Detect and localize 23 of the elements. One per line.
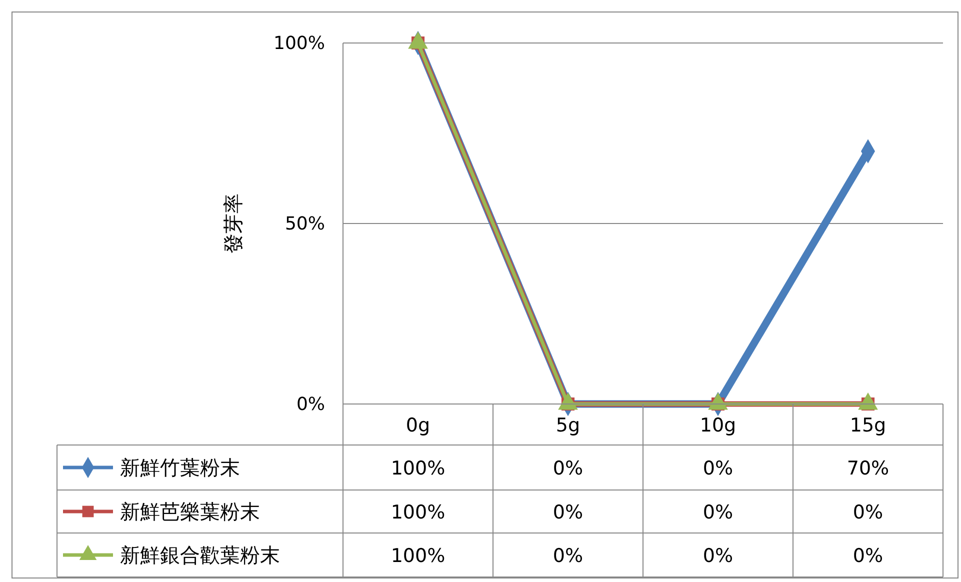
y-tick-label: 0% [296,394,325,415]
legend-label: 新鮮竹葉粉末 [120,456,240,480]
x-tick-label: 10g [700,414,736,436]
data-label: 0% [552,458,584,480]
data-label: 0% [702,545,734,567]
y-axis-title: 發芽率 [221,194,245,254]
legend-label: 新鮮芭樂葉粉末 [120,500,260,524]
data-label: 0% [702,458,734,480]
y-tick-label: 100% [274,32,325,54]
data-label: 100% [390,545,446,567]
data-label: 0% [852,545,884,567]
data-label: 0% [552,502,584,524]
data-label: 100% [390,458,446,480]
data-label: 100% [390,502,446,524]
x-tick-label: 0g [406,414,430,436]
data-label: 0% [702,502,734,524]
data-label: 0% [552,545,584,567]
x-tick-label: 5g [556,414,580,436]
y-tick-label: 50% [284,213,325,234]
legend-label: 新鮮銀合歡葉粉末 [120,543,280,567]
x-tick-label: 15g [850,414,886,436]
data-label: 70% [846,458,890,480]
data-label: 0% [852,502,884,524]
